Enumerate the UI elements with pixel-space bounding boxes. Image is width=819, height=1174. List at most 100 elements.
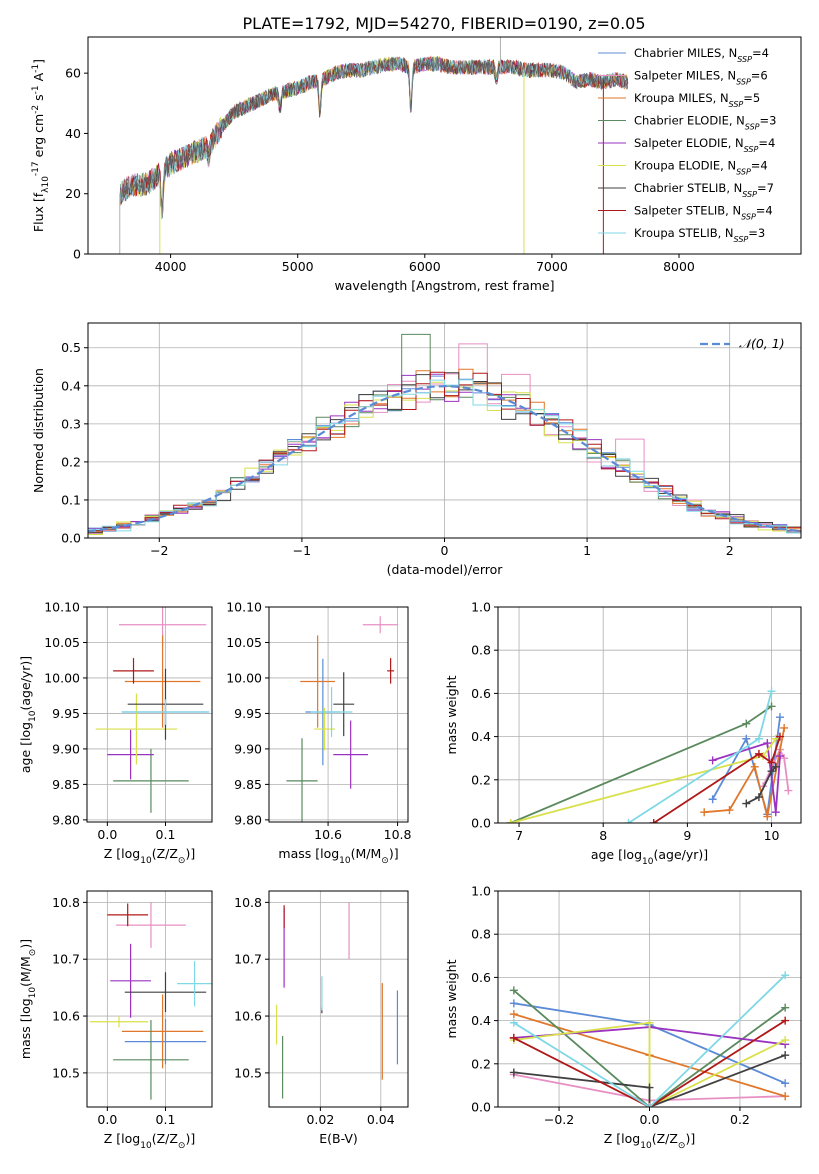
y-tick-label: 10.00: [226, 670, 262, 685]
x-tick-label: 0.0: [97, 827, 117, 842]
weight-marker: [742, 719, 751, 728]
y-tick-label: 20: [65, 186, 81, 201]
y-tick-label: 9.85: [52, 777, 80, 792]
spectrum-line: [119, 56, 628, 218]
y-tick-label: 10.10: [44, 600, 80, 615]
y-tick-label: 10.5: [234, 1065, 262, 1080]
x-tick-label: 1: [583, 543, 591, 558]
weight-marker: [725, 806, 734, 815]
weight-marker: [781, 1003, 790, 1012]
spectrum-legend: Chabrier MILES, NSSP=4 Salpeter MILES, NS…: [598, 46, 776, 244]
x-tick-label: −1: [293, 543, 311, 558]
y-axis-label: Flux [fλ10-17 erg cm-2 s-1 A-1]: [31, 59, 51, 232]
y-tick-label: 0.6: [471, 686, 491, 701]
weight-marker: [775, 732, 784, 741]
legend-label: Salpeter STELIB, NSSP=4: [634, 204, 773, 222]
weight-marker: [624, 819, 633, 823]
y-tick-label: 0.0: [471, 1100, 491, 1115]
y-tick-label: 0.1: [61, 492, 81, 507]
x-tick-label: 8000: [663, 259, 695, 274]
weight-marker: [767, 702, 776, 711]
weight-marker: [784, 786, 793, 795]
y-tick-label: 9.90: [52, 741, 80, 756]
weight-series: [513, 1019, 786, 1107]
spectrum-line: [119, 56, 628, 218]
x-tick-label: 10: [764, 828, 780, 843]
weight-marker: [645, 1103, 654, 1107]
plot-area: [275, 902, 399, 1099]
y-axis-label: mass weight: [444, 675, 459, 754]
weight-marker: [767, 758, 776, 767]
x-tick-label: −0.2: [544, 1112, 574, 1127]
y-tick-label: 9.85: [234, 777, 262, 792]
spectrum-line: [119, 56, 628, 218]
x-tick-label: 0.02: [306, 1112, 334, 1127]
weight-series: [513, 1021, 786, 1107]
y-tick-label: 0.2: [471, 1056, 491, 1071]
weight-marker: [700, 808, 709, 817]
x-axis-label: mass [log10(M/M⊙)]: [278, 846, 398, 866]
x-tick-label: 0.04: [367, 1112, 395, 1127]
spectrum-line: [119, 56, 628, 218]
spectrum-line: [119, 56, 628, 218]
axes-frame: [268, 606, 409, 823]
y-tick-label: 0.2: [61, 454, 81, 469]
weight-marker: [708, 756, 717, 765]
weight-marker: [509, 1010, 518, 1019]
x-tick-label: 0.0: [640, 1112, 660, 1127]
weight-marker: [763, 812, 772, 821]
y-axis-label: age [log10(age/yr)]: [18, 656, 38, 773]
x-axis-label: E(B-V): [319, 1131, 358, 1146]
weight-marker: [780, 754, 789, 763]
normal-legend-label: 𝒩(0, 1): [739, 336, 785, 351]
spectrum-line: [119, 55, 628, 218]
chart-age_vs_Z: 0.0 0.1 9.80 9.85 9.90 9.95 10.00 10.05 10.10 Z […: [18, 600, 213, 866]
chart-mass_vs_Z: 0.0 0.1 10.5 10.6 10.7 10.8 Z [log10(Z/Z⊙)] mas…: [18, 890, 213, 1151]
plot-area: [506, 687, 793, 823]
y-tick-label: 10.5: [52, 1065, 80, 1080]
y-tick-label: 0.4: [471, 729, 491, 744]
weight-marker: [509, 1018, 518, 1027]
weight-series: [513, 1054, 786, 1107]
y-tick-label: 0.5: [61, 340, 81, 355]
weight-marker: [708, 795, 717, 804]
spectrum-line: [119, 56, 628, 220]
legend-label: Kroupa MILES, NSSP=5: [634, 91, 760, 109]
x-axis-label: Z [log10(Z/Z⊙)]: [604, 1131, 695, 1151]
x-tick-label: 0.1: [156, 1112, 176, 1127]
x-tick-label: 7000: [536, 259, 568, 274]
chart-spectrum: 4000 5000 6000 7000 8000 0 20 40 60 wavelength [A…: [31, 36, 802, 293]
chart-mass_vs_EBV: 0.02 0.04 10.5 10.6 10.7 10.8 E(B-V): [234, 890, 409, 1146]
y-tick-label: 0.4: [61, 378, 81, 393]
y-tick-label: 9.80: [52, 812, 80, 827]
legend-label: Salpeter ELODIE, NSSP=4: [634, 136, 775, 154]
y-tick-label: 0.4: [471, 1013, 491, 1028]
x-tick-label: 0.2: [730, 1112, 750, 1127]
x-axis-label: (data-model)/error: [387, 562, 504, 577]
weight-marker: [771, 808, 780, 817]
weight-marker: [509, 1033, 518, 1042]
legend-label: Chabrier MILES, NSSP=4: [634, 46, 769, 64]
x-tick-label: 8: [599, 828, 607, 843]
y-tick-label: 10.8: [52, 895, 80, 910]
y-tick-label: 10.00: [44, 670, 80, 685]
y-tick-label: 60: [65, 66, 81, 81]
weight-marker: [742, 799, 751, 808]
weight-series: [745, 766, 777, 805]
y-tick-label: 10.10: [226, 600, 262, 615]
legend-label: Chabrier ELODIE, NSSP=3: [634, 114, 776, 132]
x-tick-label: 2: [726, 543, 734, 558]
y-axis-label: Normed distribution: [31, 368, 46, 493]
axes-frame: [497, 606, 802, 824]
y-tick-label: 9.90: [234, 741, 262, 756]
weight-marker: [645, 1083, 654, 1092]
y-tick-label: 0.2: [471, 772, 491, 787]
weight-marker: [781, 1079, 790, 1088]
y-tick-label: 1.0: [471, 600, 491, 615]
y-tick-label: 9.95: [52, 706, 80, 721]
weight-marker: [509, 986, 518, 995]
weight-marker: [645, 1018, 654, 1027]
weight-marker: [506, 819, 515, 823]
